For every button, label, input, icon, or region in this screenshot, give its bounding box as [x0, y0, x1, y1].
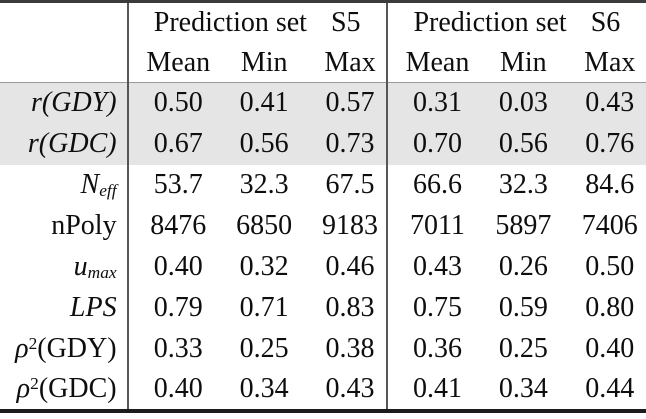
column-header-row: Mean Min Max Mean Min Max: [0, 43, 646, 83]
set-id-s5: S5: [330, 7, 361, 38]
value-cell-s5-mean: 0.79: [126, 287, 214, 329]
value-cell-s5-min: 0.32: [239, 251, 289, 282]
value-cell-s6-min: 0.25: [498, 333, 548, 364]
value-cell-s6-max: 0.40: [585, 333, 635, 364]
value-cell-s6-min: 5897: [495, 210, 552, 241]
value-cell-s5-mean: 0.40: [126, 246, 214, 288]
value-cell-s6-mean: 0.75: [385, 287, 474, 329]
row-label: ρ2(GDY): [0, 329, 128, 370]
row-label-part: nPoly: [51, 210, 117, 241]
row-label: r(GDC): [0, 124, 128, 165]
value-cell-s5-max: 0.43: [325, 373, 375, 404]
col-header-s6-min: Min: [473, 43, 560, 83]
group-header-s5: Prediction set S5: [126, 1, 387, 43]
group-header-s6: Prediction set S6: [385, 1, 646, 43]
table-row: LPS 0.79 0.71 0.83 0.75 0.59 0.80: [0, 287, 646, 329]
corner-cell-2: [0, 43, 128, 83]
value-cell-s6-mean: 66.6: [385, 164, 474, 206]
row-label-part: LPS: [69, 292, 117, 323]
value-cell-s5-min: 0.71: [239, 292, 289, 323]
value-cell-s6-min: 0.03: [498, 87, 548, 119]
row-label-part: max: [87, 263, 117, 283]
row-label-part: r(GDY): [31, 87, 117, 119]
row-label: LPS: [0, 288, 128, 329]
row-label: umax: [0, 247, 128, 288]
col-header-s5-max: Max: [300, 43, 387, 83]
value-cell-s5-min: 0.56: [239, 128, 289, 159]
col-header-s5-min: Min: [213, 43, 301, 83]
value-cell-s5-mean: 0.50: [126, 82, 214, 124]
value-cell-s6-max: 7406: [581, 210, 638, 241]
value-cell-s6-min: 0.56: [498, 128, 548, 159]
value-cell-s5-min: 0.25: [239, 333, 289, 364]
row-label: r(GDY): [0, 83, 128, 124]
value-cell-s5-max: 67.5: [325, 169, 375, 200]
value-cell-s6-mean: 0.41: [385, 369, 474, 411]
table-header: Prediction set S5 Prediction set S6 Mean M…: [0, 1, 646, 83]
table-row: ρ2(GDC) 0.40 0.34 0.43 0.41 0.34 0.44: [0, 369, 646, 411]
value-cell-s6-mean: 7011: [385, 205, 474, 247]
value-cell-s5-max: 0.73: [325, 128, 375, 159]
value-cell-s5-min: 32.3: [239, 169, 289, 200]
group-title-s6: Prediction set: [413, 7, 567, 38]
col-header-s6-mean: Mean: [385, 43, 474, 83]
value-cell-s6-max: 0.43: [585, 87, 635, 119]
table-row: umax 0.40 0.32 0.46 0.43 0.26 0.50: [0, 246, 646, 288]
value-cell-s5-mean: 0.40: [126, 369, 214, 411]
value-cell-s6-max: 0.80: [585, 292, 635, 323]
row-label-part: 2: [30, 374, 39, 394]
value-cell-s6-min: 0.59: [498, 292, 548, 323]
value-cell-s6-min: 0.26: [498, 251, 548, 282]
row-label-part: (GDY): [37, 333, 117, 364]
corner-cell: [0, 2, 128, 44]
value-cell-s5-max: 0.57: [325, 87, 375, 119]
value-cell-s6-max: 0.44: [585, 373, 635, 404]
table-row: r(GDY) 0.50 0.41 0.57 0.31 0.03 0.43: [0, 82, 646, 124]
table-row: ρ2(GDY) 0.33 0.25 0.38 0.36 0.25 0.40: [0, 328, 646, 370]
row-label: ρ2(GDC): [0, 370, 128, 411]
table-row: nPoly 8476 6850 9183 7011 5897 7406: [0, 205, 646, 247]
value-cell-s5-mean: 53.7: [126, 164, 214, 206]
row-label-part: N: [80, 169, 100, 200]
row-label-part: ρ: [15, 333, 29, 364]
value-cell-s6-max: 0.50: [585, 251, 635, 282]
row-label: nPoly: [0, 206, 128, 247]
set-id-s6: S6: [590, 7, 621, 38]
value-cell-s5-max: 0.83: [325, 292, 375, 323]
table-row: r(GDC) 0.67 0.56 0.73 0.70 0.56 0.76: [0, 123, 646, 165]
group-title-s5: Prediction set: [153, 7, 307, 38]
value-cell-s5-max: 0.38: [325, 333, 375, 364]
value-cell-s5-max: 0.46: [325, 251, 375, 282]
value-cell-s6-mean: 0.36: [385, 328, 474, 370]
value-cell-s5-max: 9183: [322, 210, 379, 241]
value-cell-s5-min: 0.41: [239, 87, 289, 119]
value-cell-s6-max: 0.76: [585, 128, 635, 159]
value-cell-s6-max: 84.6: [585, 169, 635, 200]
row-label-part: (GDC): [38, 373, 117, 404]
value-cell-s6-min: 0.34: [498, 373, 548, 404]
value-cell-s5-mean: 0.33: [126, 328, 214, 370]
row-label-part: 2: [28, 334, 38, 354]
row-label-part: r(GDC): [27, 128, 117, 159]
value-cell-s6-mean: 0.43: [385, 246, 474, 288]
table-row: Neff 53.7 32.3 67.5 66.6 32.3 84.6: [0, 164, 646, 206]
row-label-part: ρ: [16, 373, 31, 404]
value-cell-s6-mean: 0.70: [385, 123, 474, 165]
value-cell-s5-min: 0.34: [239, 373, 289, 404]
col-header-s5-mean: Mean: [126, 43, 214, 83]
row-label-part: eff: [99, 181, 117, 201]
value-cell-s5-mean: 8476: [126, 205, 214, 247]
col-header-s6-max: Max: [559, 43, 646, 83]
value-cell-s5-mean: 0.67: [126, 123, 214, 165]
row-label-part: u: [73, 251, 88, 282]
value-cell-s6-min: 32.3: [498, 169, 548, 200]
row-label: Neff: [0, 165, 128, 206]
table-body: r(GDY) 0.50 0.41 0.57 0.31 0.03 0.43 r(GDC) 0.67…: [0, 82, 646, 411]
value-cell-s5-min: 6850: [236, 210, 293, 241]
group-header-row: Prediction set S5 Prediction set S6: [0, 1, 646, 44]
value-cell-s6-mean: 0.31: [385, 82, 474, 124]
